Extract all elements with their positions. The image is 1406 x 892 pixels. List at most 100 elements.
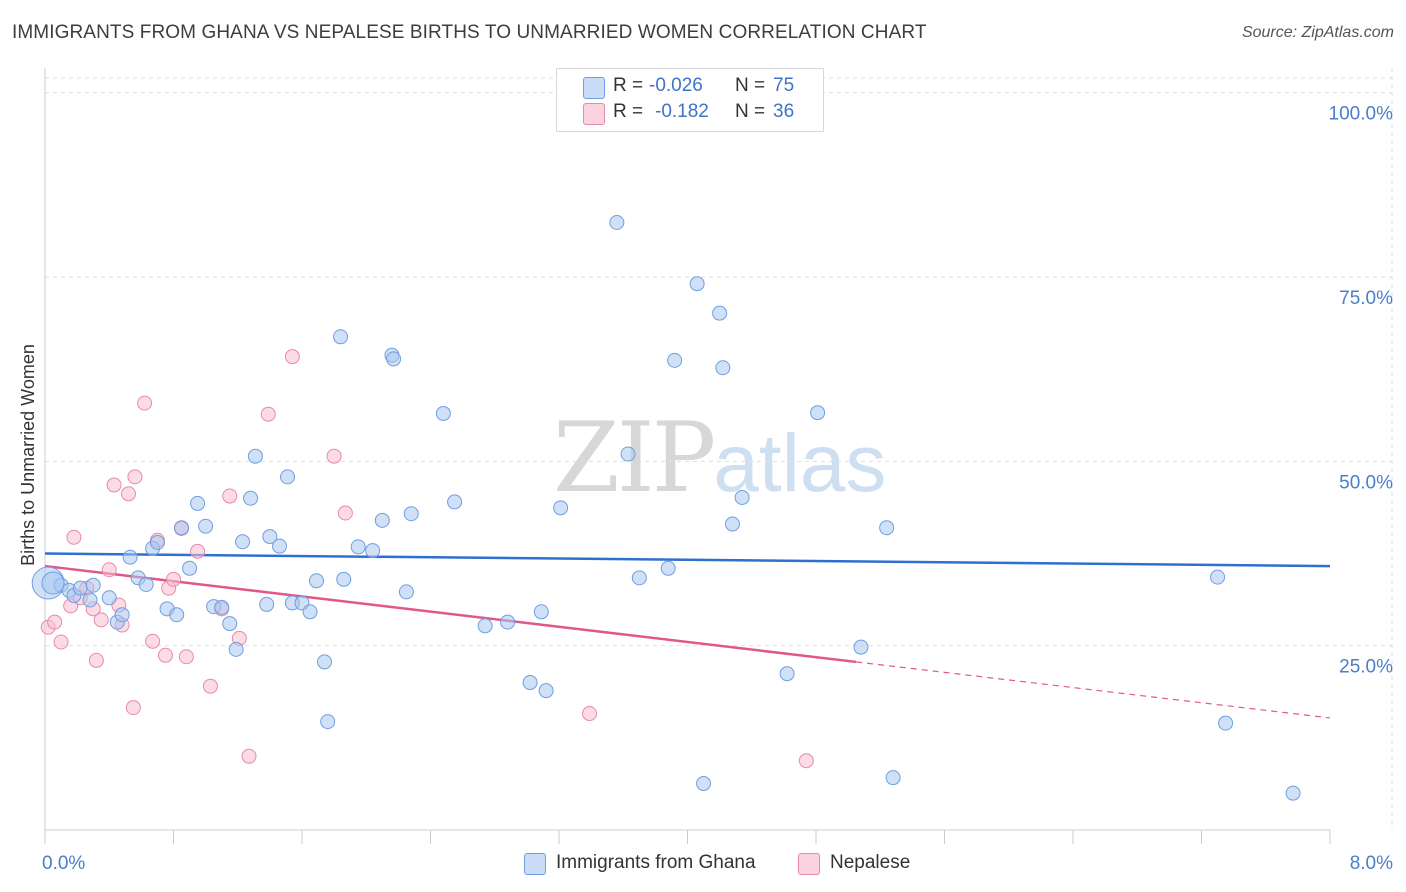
nepalese-point: [798, 753, 814, 769]
nepalese-point: [127, 469, 143, 485]
ghana-point: [316, 654, 332, 670]
data-points: [31, 215, 1301, 801]
trend-line: [44, 552, 1331, 568]
ghana-point: [190, 495, 206, 511]
ghana-point: [879, 520, 895, 536]
nepalese-point: [93, 612, 109, 628]
ghana-point: [1285, 785, 1301, 801]
nepalese-point: [260, 406, 276, 422]
nepalese-point: [121, 486, 137, 502]
ghana-point: [174, 520, 190, 536]
nepalese-point: [53, 634, 69, 650]
ghana-point: [609, 215, 625, 231]
nepalese-point: [178, 649, 194, 665]
ghana-point: [72, 580, 88, 596]
nepalese-point: [66, 529, 82, 545]
x-tick-label: 8.0%: [1350, 853, 1393, 874]
ghana-point: [85, 577, 101, 593]
ghana-point: [885, 770, 901, 786]
y-axis-label: Births to Unmarried Women: [18, 344, 38, 566]
nepalese-point: [166, 571, 181, 587]
ghana-point: [447, 494, 463, 510]
nepalese-point: [101, 562, 117, 578]
ghana-point: [272, 538, 288, 554]
ghana-point: [500, 614, 516, 630]
legend-n-key: N =: [735, 75, 766, 96]
nepalese-point: [88, 652, 104, 668]
y-tick-label: 50.0%: [1339, 472, 1393, 493]
ghana-point: [810, 405, 826, 421]
nepalese-point: [157, 647, 173, 663]
tick-labels: 25.0% 50.0% 75.0% 100.0% 0.0% 8.0%: [42, 104, 1393, 874]
nepalese-point: [137, 395, 153, 411]
ghana-point: [403, 506, 419, 522]
ghana-point: [247, 448, 263, 464]
ghana-point: [262, 529, 278, 545]
bottom-legend-label-ghana: Immigrants from Ghana: [556, 852, 756, 873]
nepalese-point: [190, 543, 206, 559]
ghana-point: [114, 607, 130, 623]
ghana-point: [320, 714, 336, 730]
ghana-point: [696, 776, 712, 792]
ghana-point: [1218, 715, 1234, 731]
ghana-point: [620, 446, 636, 462]
ghana-point: [350, 539, 366, 555]
ghana-point: [779, 666, 795, 682]
ghana-point: [689, 276, 705, 292]
legend-r-value: -0.026: [649, 75, 703, 96]
nepalese-point: [202, 678, 218, 694]
ghana-point: [712, 305, 728, 321]
ghana-point: [631, 570, 647, 586]
chart-title: IMMIGRANTS FROM GHANA VS NEPALESE BIRTHS…: [12, 22, 927, 43]
ghana-point: [280, 469, 296, 485]
gridlines: [45, 68, 1393, 830]
ghana-point: [660, 560, 676, 576]
source-credit: Source: ZipAtlas.com: [1241, 24, 1394, 41]
nepalese-point: [582, 706, 598, 722]
axes: [44, 68, 1331, 844]
ghana-point: [374, 512, 390, 528]
ghana-point: [734, 489, 750, 505]
nepalese-point: [241, 748, 257, 764]
ghana-point: [302, 604, 318, 620]
nepalese-point: [284, 349, 300, 365]
nepalese-point: [145, 633, 161, 649]
legend-r-key: R =: [613, 101, 644, 122]
ghana-point: [101, 590, 117, 606]
ghana-point: [667, 352, 683, 368]
ghana-point: [553, 500, 569, 516]
bottom-legend-swatch-ghana: [524, 853, 546, 875]
ghana-point: [41, 571, 65, 595]
ghana-point: [138, 576, 154, 592]
ghana-point: [715, 360, 731, 376]
ghana-point: [477, 618, 493, 634]
legend-n-value: 36: [773, 101, 795, 122]
ghana-point: [724, 516, 740, 532]
ghana-point: [533, 604, 549, 620]
ghana-point: [435, 405, 451, 421]
ghana-point: [853, 639, 869, 655]
ghana-point: [235, 534, 251, 550]
x-tick-label: 0.0%: [42, 853, 85, 874]
legend-swatch-nepalese: [583, 103, 605, 125]
ghana-point: [82, 592, 98, 608]
legend-r-value: -0.182: [655, 101, 709, 122]
y-tick-label: 100.0%: [1329, 104, 1394, 125]
ghana-point: [149, 534, 165, 550]
nepalese-point: [47, 614, 63, 630]
bottom-legend-swatch-nepalese: [798, 853, 820, 875]
ghana-point: [522, 675, 538, 691]
nepalese-point: [222, 488, 238, 504]
nepalese-point: [337, 505, 353, 521]
ghana-point: [538, 683, 554, 699]
ghana-point: [198, 518, 214, 534]
trend-line-extension: [856, 661, 1331, 719]
legend-n-value: 75: [773, 75, 795, 96]
nepalese-point: [326, 448, 342, 464]
ghana-point: [308, 573, 324, 589]
ghana-point: [259, 596, 275, 612]
legend-swatch-ghana: [583, 77, 605, 99]
bottom-legend-label-nepalese: Nepalese: [830, 852, 911, 873]
ghana-point: [336, 571, 352, 587]
